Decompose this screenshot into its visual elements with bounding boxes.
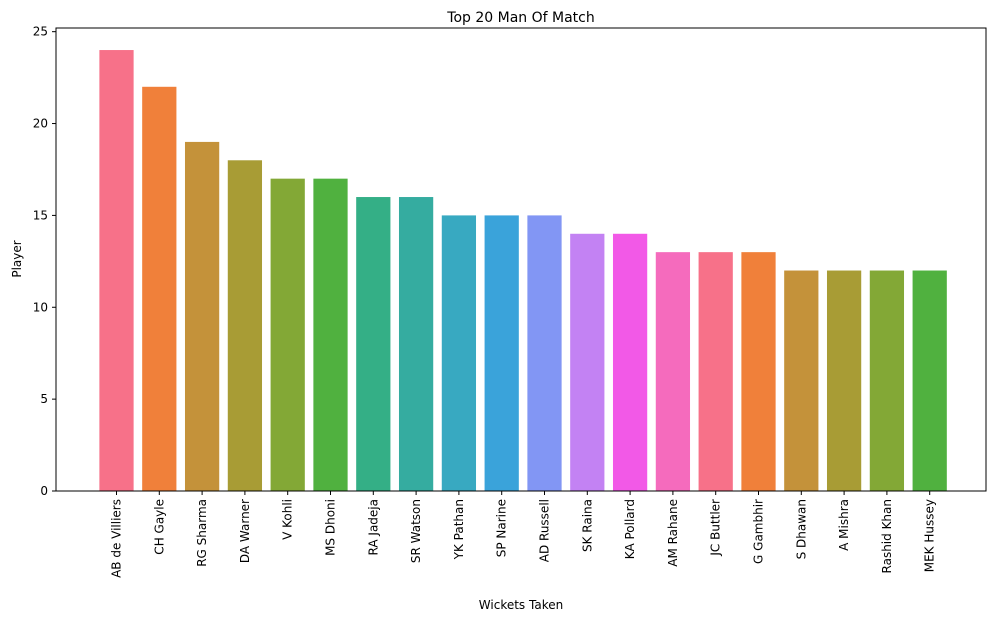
y-tick-label: 5	[40, 392, 48, 406]
bar	[869, 270, 905, 491]
y-axis: 0 5 10 15 20 25	[33, 25, 56, 498]
plot-frame	[55, 27, 987, 492]
bar	[142, 86, 177, 492]
bar	[484, 215, 519, 491]
bar	[184, 141, 220, 491]
y-tick-label: 0	[40, 484, 48, 498]
x-tick-label: DA Warner	[238, 499, 252, 563]
bars-group	[99, 50, 947, 492]
x-tick-label: V Kohli	[281, 499, 295, 540]
bar	[441, 215, 477, 491]
x-axis: AB de Villiers CH Gayle RG Sharma DA Warner…	[110, 491, 937, 578]
bar	[227, 160, 263, 492]
x-tick-label: YK Pathan	[452, 499, 466, 560]
x-tick-label: A Mishra	[837, 499, 851, 551]
y-tick-label: 10	[33, 300, 48, 314]
x-tick-label: KA Pollard	[623, 499, 637, 559]
x-tick-label: SP Narine	[495, 499, 509, 557]
y-axis-label: Player	[10, 240, 24, 277]
x-tick-label: CH Gayle	[152, 499, 166, 555]
bar	[741, 252, 776, 491]
x-tick-label: Rashid Khan	[880, 499, 894, 573]
bar	[826, 270, 862, 491]
x-tick-label: SR Watson	[409, 499, 423, 563]
bar	[99, 50, 134, 492]
x-tick-label: RG Sharma	[195, 499, 209, 567]
x-tick-label: AD Russell	[538, 499, 552, 562]
x-tick-label: JC Buttler	[709, 499, 723, 557]
bar	[270, 178, 305, 491]
x-tick-label: S Dhawan	[794, 499, 808, 559]
x-tick-label: SK Raina	[580, 499, 594, 552]
x-tick-label: MS Dhoni	[324, 499, 338, 556]
bar	[612, 233, 648, 491]
x-tick-label: RA Jadeja	[366, 499, 380, 555]
chart-title: Top 20 Man Of Match	[446, 10, 594, 26]
bar	[527, 215, 562, 491]
bar	[570, 233, 605, 491]
bar	[655, 252, 691, 491]
bar	[698, 252, 733, 491]
x-axis-label: Wickets Taken	[479, 598, 563, 612]
x-tick-label: AB de Villiers	[110, 499, 124, 578]
y-tick-label: 20	[33, 117, 48, 131]
x-tick-label: G Gambhir	[752, 499, 766, 564]
bar	[356, 197, 391, 492]
bar	[784, 270, 819, 491]
x-tick-label: MEK Hussey	[923, 499, 937, 572]
bar	[912, 270, 947, 491]
bar	[313, 178, 348, 491]
bar	[398, 197, 434, 492]
x-tick-label: AM Rahane	[666, 499, 680, 567]
y-tick-label: 15	[33, 208, 48, 222]
y-tick-label: 25	[33, 25, 48, 39]
